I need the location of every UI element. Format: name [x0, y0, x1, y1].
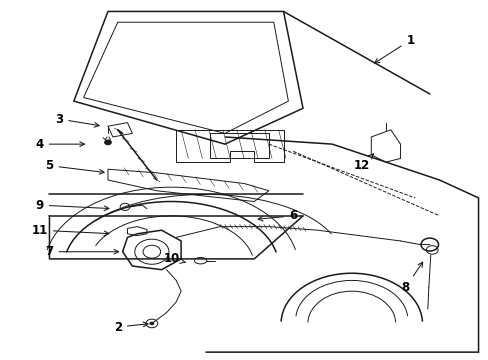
Text: 9: 9 [36, 199, 109, 212]
Text: 11: 11 [32, 224, 109, 237]
Text: 6: 6 [258, 210, 297, 222]
Text: 1: 1 [374, 33, 413, 63]
Circle shape [149, 321, 154, 325]
Text: 4: 4 [36, 138, 84, 150]
Text: 10: 10 [163, 252, 185, 265]
Text: 2: 2 [113, 320, 148, 333]
Text: 3: 3 [55, 113, 99, 127]
Text: 7: 7 [45, 245, 119, 258]
Text: 5: 5 [45, 159, 104, 174]
Text: 8: 8 [401, 262, 422, 294]
Circle shape [104, 139, 112, 145]
Text: 12: 12 [353, 154, 373, 172]
Bar [210, 134, 268, 158]
